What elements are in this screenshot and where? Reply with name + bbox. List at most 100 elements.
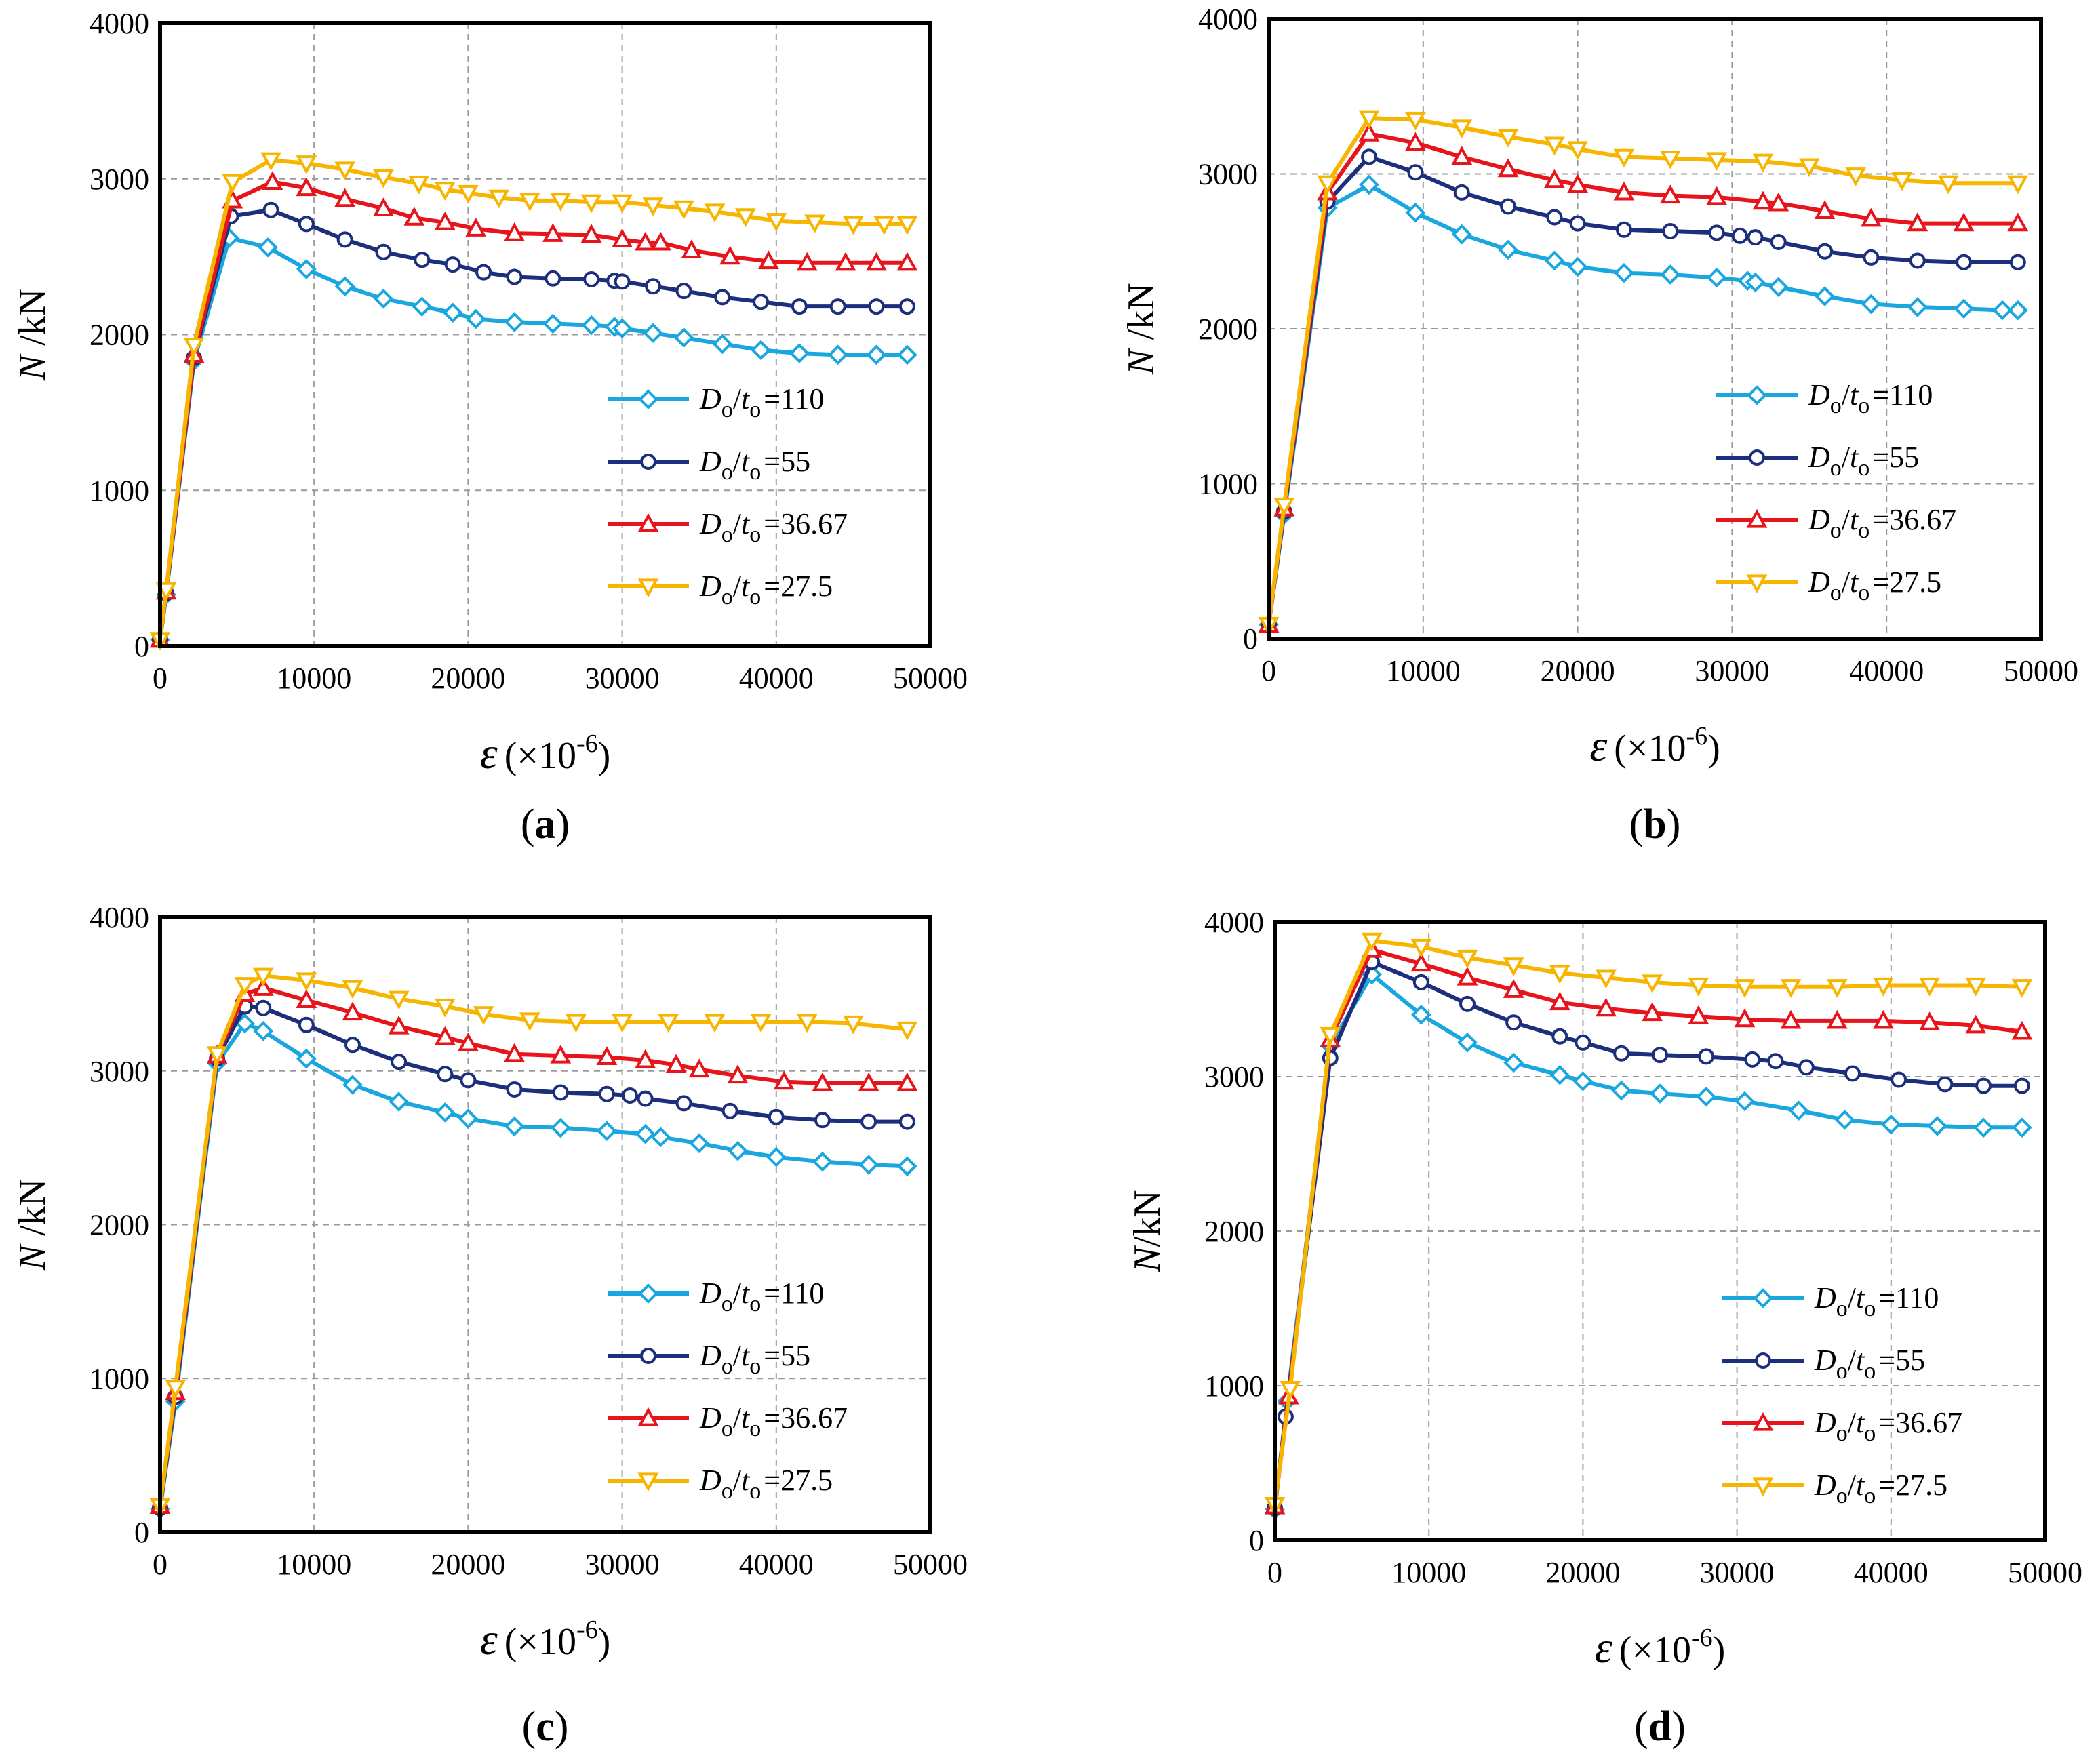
y-tick-label: 4000 xyxy=(90,7,149,40)
data-point xyxy=(860,1113,877,1130)
data-point xyxy=(2011,979,2033,998)
data-point xyxy=(342,980,363,999)
data-point xyxy=(704,1014,726,1033)
legend-slash: / xyxy=(1842,565,1850,599)
data-point xyxy=(1744,1051,1761,1068)
data-point xyxy=(296,177,317,197)
legend-t: t xyxy=(741,1339,751,1372)
x-tick-label: 50000 xyxy=(2008,1556,2082,1589)
data-point xyxy=(1359,174,1379,195)
data-point xyxy=(542,223,563,242)
legend-D: D xyxy=(699,507,721,540)
data-point xyxy=(1660,264,1681,285)
x-unit: (×10 xyxy=(1614,727,1686,769)
plot-frame xyxy=(158,21,932,648)
legend-sub-o: o xyxy=(749,522,761,547)
data-point xyxy=(262,171,283,190)
data-point xyxy=(1451,119,1473,139)
x-unit-close: ) xyxy=(598,1621,611,1663)
data-point xyxy=(866,344,887,365)
data-point xyxy=(1688,977,1709,997)
data-point xyxy=(458,1032,479,1051)
data-point xyxy=(444,256,461,273)
legend-label: Do/to=27.5 xyxy=(1814,1468,1947,1508)
data-point xyxy=(296,989,317,1009)
legend-D: D xyxy=(1814,1344,1836,1377)
legend-entry: Do/to=55 xyxy=(1716,441,1919,481)
x-unit-exponent: -6 xyxy=(1691,1624,1713,1652)
data-point xyxy=(675,1095,692,1112)
legend-marker xyxy=(637,578,659,598)
x-tick-label: 40000 xyxy=(1854,1556,1928,1589)
legend-label: Do/to=27.5 xyxy=(699,569,833,609)
data-point xyxy=(1451,224,1472,245)
data-point xyxy=(1503,1052,1524,1073)
data-point xyxy=(165,1380,186,1399)
data-point xyxy=(262,201,279,218)
series-D110 xyxy=(150,228,917,650)
legend-slash: / xyxy=(733,445,742,478)
legend-D: D xyxy=(1808,441,1830,474)
legend-label: Do/to=36.67 xyxy=(699,1401,848,1441)
data-point xyxy=(1845,167,1867,186)
data-point xyxy=(550,1117,571,1138)
panel-label-open: ( xyxy=(1634,1704,1648,1750)
data-point xyxy=(506,268,523,285)
legend-value: =36.67 xyxy=(764,507,848,540)
data-point xyxy=(260,152,281,172)
legend-sub-o: o xyxy=(749,1479,761,1504)
data-point xyxy=(768,1108,785,1125)
data-point xyxy=(645,278,662,295)
legend-sub-o: o xyxy=(749,1354,761,1379)
data-point xyxy=(596,1046,618,1065)
data-point xyxy=(1745,272,1766,293)
data-point xyxy=(796,1014,818,1033)
data-point xyxy=(1937,175,1959,195)
data-point xyxy=(1569,215,1586,232)
legend-entry: Do/to=36.67 xyxy=(608,1401,848,1441)
data-point xyxy=(1410,938,1432,958)
legend-value: =36.67 xyxy=(764,1401,848,1435)
series-D27 xyxy=(149,152,918,651)
data-point xyxy=(1613,148,1635,168)
panel-label: (b) xyxy=(1629,801,1681,847)
legend-marker xyxy=(637,1407,659,1426)
data-point xyxy=(1611,1080,1632,1101)
data-point xyxy=(434,211,456,230)
data-point xyxy=(403,207,425,226)
data-point xyxy=(1798,1059,1815,1076)
legend-D: D xyxy=(1808,503,1830,536)
panel-label-letter: d xyxy=(1648,1704,1671,1750)
data-point xyxy=(673,200,694,220)
data-point xyxy=(581,315,601,336)
y-tick-label: 4000 xyxy=(1204,906,1264,939)
data-point xyxy=(504,1116,525,1137)
data-point xyxy=(1706,152,1728,172)
series-line xyxy=(1267,116,2018,625)
data-point xyxy=(1767,1053,1784,1070)
data-point xyxy=(296,1048,317,1069)
data-point xyxy=(458,184,479,204)
panel-label: (c) xyxy=(522,1704,569,1750)
data-point xyxy=(1503,979,1524,998)
data-point xyxy=(758,250,779,270)
legend-label: Do/to=55 xyxy=(1808,441,1919,481)
epsilon-symbol: ε xyxy=(1595,1623,1612,1672)
x-tick-label: 40000 xyxy=(739,662,814,695)
data-point xyxy=(1708,224,1725,241)
data-point xyxy=(873,216,895,235)
y-tick-label: 1000 xyxy=(1204,1369,1264,1403)
data-point xyxy=(2011,1020,2033,1040)
legend-t: t xyxy=(1850,378,1859,412)
data-point xyxy=(598,1085,615,1102)
legend-entry: Do/to=36.67 xyxy=(1716,503,1956,543)
x-unit: (×10 xyxy=(1619,1629,1691,1671)
x-axis-title: ε (×10-6) xyxy=(480,729,611,778)
data-point xyxy=(1747,229,1764,246)
legend-sub-o: o xyxy=(1858,518,1869,543)
legend-value: =55 xyxy=(764,1339,810,1372)
data-point xyxy=(437,1066,454,1083)
legend-marker xyxy=(637,513,659,532)
data-point xyxy=(1659,151,1681,169)
data-point xyxy=(1613,1045,1630,1062)
